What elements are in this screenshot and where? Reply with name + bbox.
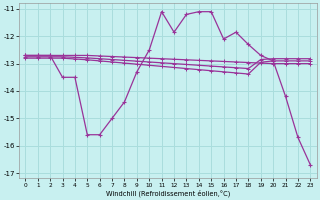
X-axis label: Windchill (Refroidissement éolien,°C): Windchill (Refroidissement éolien,°C) xyxy=(106,189,230,197)
